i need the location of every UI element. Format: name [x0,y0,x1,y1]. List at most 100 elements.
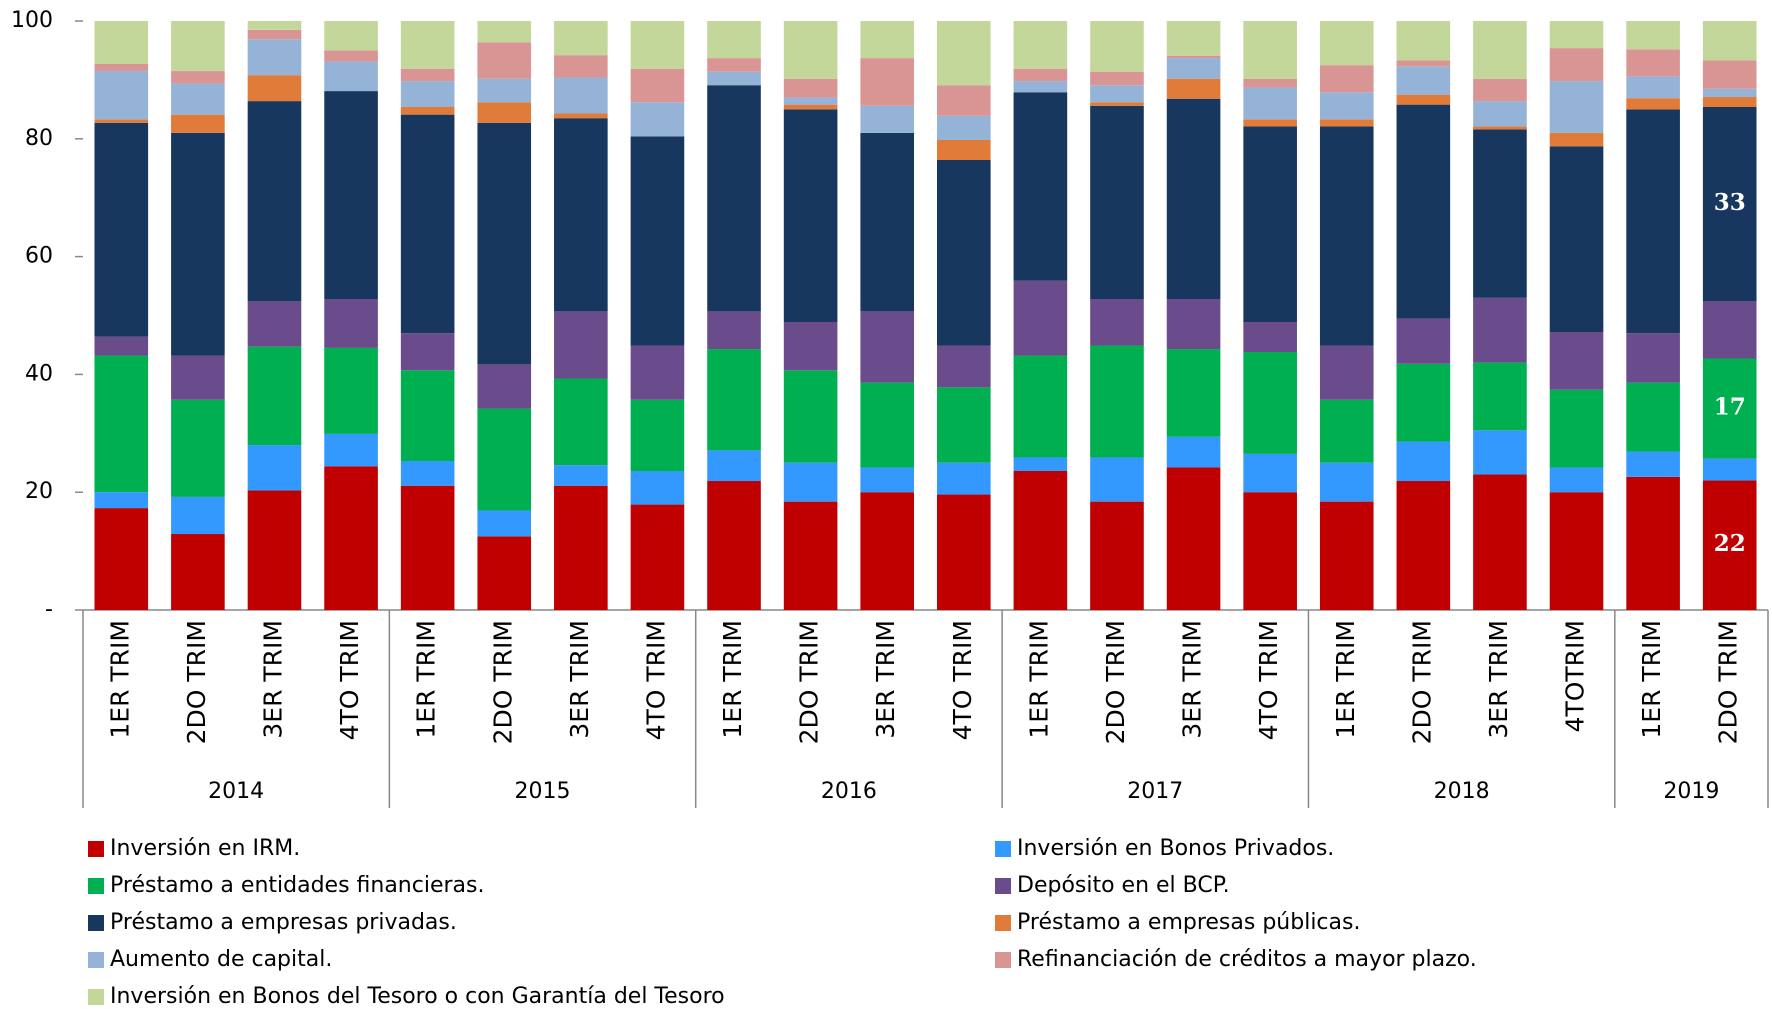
bar-segment [324,299,378,348]
bar-segment [1243,21,1297,79]
data-label: 22 [1714,530,1746,557]
bar-segment [477,408,532,511]
x-tick-label: 4TO TRIM [948,620,977,740]
x-tick-label: 3ER TRIM [871,620,900,739]
bar-segment [936,85,991,116]
bar-segment [1396,104,1451,319]
bar-segment [94,508,149,610]
bar-segment [1549,81,1604,133]
bar-segment [1626,76,1680,99]
bar-segment [1243,492,1297,610]
bar-segment [860,382,915,468]
bar-segment [554,21,608,56]
bar-segment [1319,501,1374,610]
bar-segment [783,321,838,371]
bar-segment [1702,458,1757,481]
bar-segment [1166,98,1221,300]
x-tick-label: 2DO TRIM [1407,620,1436,744]
group-label: 2014 [208,779,264,804]
bar-segment [1319,119,1374,127]
legend-label: Inversión en IRM. [110,836,300,861]
bar-segment [1166,55,1221,59]
bar-segment [1243,352,1297,454]
x-tick-label: 2DO TRIM [1101,620,1130,744]
legend-label: Refinanciación de créditos a mayor plazo… [1017,947,1477,972]
y-tick-label: 100 [11,8,53,33]
bar-segment [171,534,225,610]
bar-segment [936,345,991,388]
group-label: 2016 [821,779,877,804]
bar-segment [1013,355,1068,458]
bar-segment [1702,21,1757,61]
bar-segment [554,465,608,486]
bar-segment [1473,362,1527,431]
bar-segment [630,68,685,103]
group-label: 2019 [1663,779,1719,804]
bar-segment [1166,299,1221,350]
bar-segment [1243,87,1297,120]
legend-label: Depósito en el BCP. [1017,873,1230,898]
legend-label: Préstamo a empresas públicas. [1017,910,1360,935]
y-tick-label: 40 [25,361,53,386]
bar-segment [1013,280,1068,356]
bar-segment [1549,331,1604,390]
bar-segment [247,29,302,40]
legend-label: Inversión en Bonos Privados. [1017,836,1334,861]
bar-segment [783,462,838,502]
bar-segment [1396,318,1451,364]
bar-segment [630,136,685,346]
legend-swatch [88,952,104,968]
bar-segment [1319,65,1374,93]
bar-segment [1473,430,1527,475]
bar-segment [1626,451,1680,477]
bar-segment [400,21,455,69]
bar-segment [1243,78,1297,88]
x-tick-label: 4TO TRIM [641,620,670,740]
bar-segment [477,536,532,610]
bar-segment [1090,21,1144,72]
bar-segment [477,42,532,79]
bar-segment [1626,49,1680,77]
bar-segment [1626,476,1680,610]
bar-segment [783,78,838,98]
legend-swatch [88,915,104,931]
bar-segment [1473,474,1527,610]
bar-segment [94,355,149,493]
bar-segment [1319,345,1374,400]
bar-segment [1090,345,1144,458]
bar-segment [554,113,608,119]
bar-segment [1549,21,1604,49]
bar-segment [94,119,149,123]
bar-segment [936,494,991,610]
bar-segment [400,485,455,610]
bar-segment [1626,382,1680,452]
bar-segment [783,501,838,610]
bar-segment [1319,399,1374,463]
bar-segment [1396,21,1451,61]
bar-segment [860,132,915,312]
bar-segment [1243,126,1297,322]
x-tick-label: 1ER TRIM [412,620,441,739]
bar-segment [1626,98,1680,110]
bar-segment [171,496,225,535]
x-tick-label: 2DO TRIM [182,620,211,744]
bar-segment [1702,106,1757,302]
bar-segment [1626,21,1680,50]
bar-segment [1090,299,1144,346]
bar-segment [936,462,991,495]
bar-segment [1549,467,1604,493]
bar-segment [400,114,455,334]
bar-segment [1013,457,1068,471]
bar-segment [554,77,608,114]
bar-segment [171,132,225,356]
bar-segment [477,510,532,537]
bar-segment [860,467,915,493]
bar-segment [1396,481,1451,610]
bar-segment [1166,78,1221,99]
bar-segment [1473,297,1527,363]
bar-segment [171,355,225,400]
bar-segment [1396,363,1451,442]
bar-segment [1702,480,1757,610]
bar-segment [1396,60,1451,67]
